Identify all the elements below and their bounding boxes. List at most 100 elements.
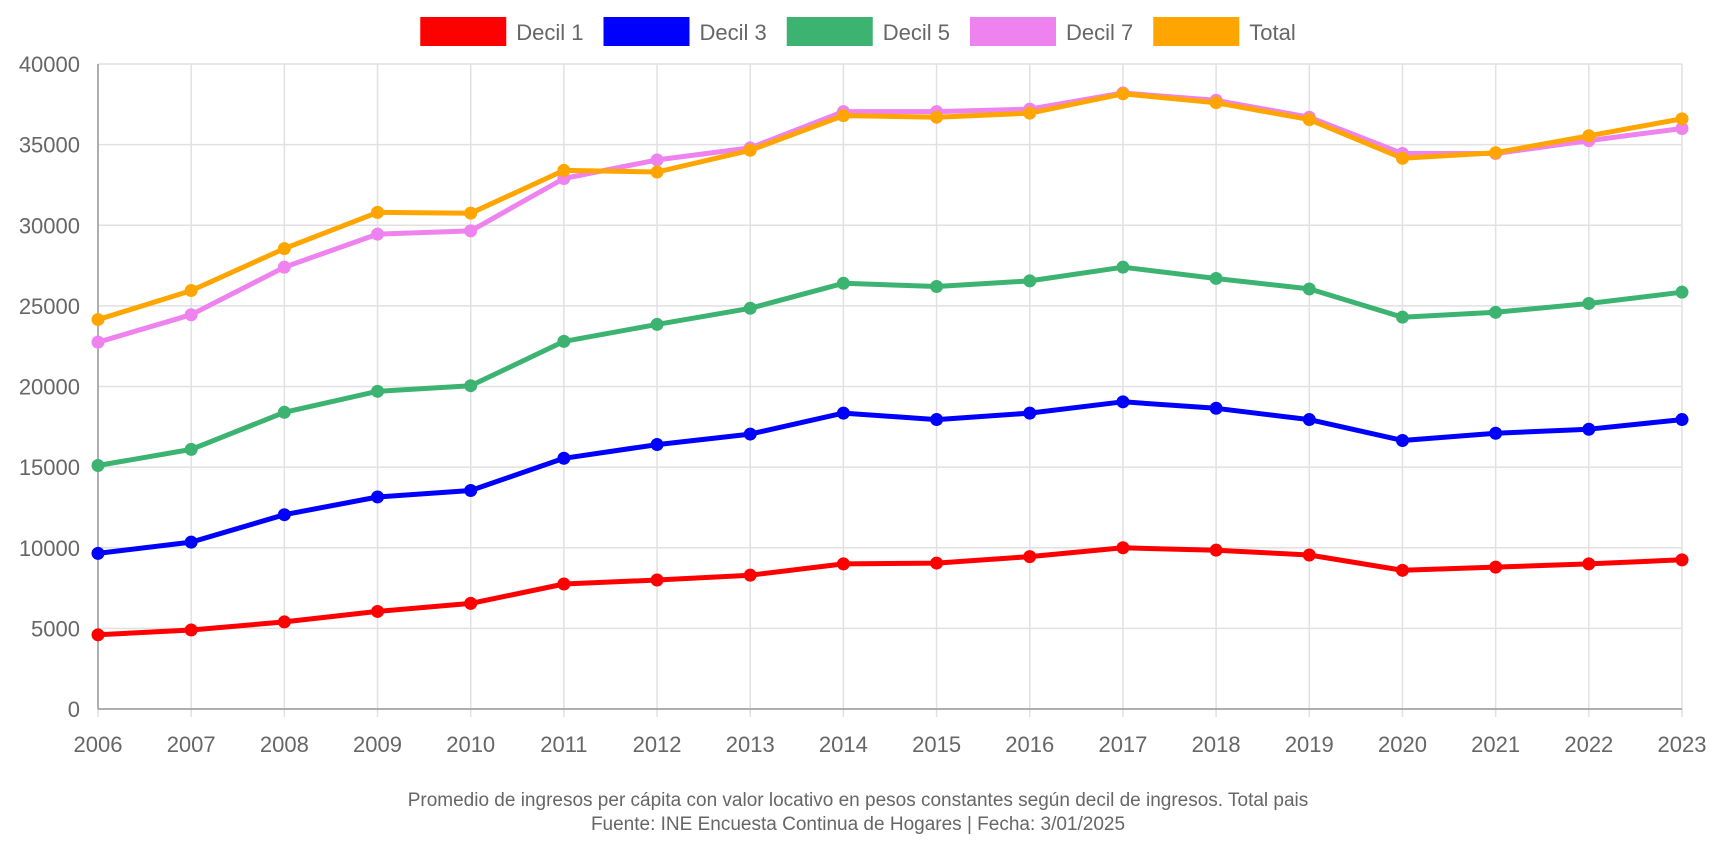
- data-point-decil-3[interactable]: [464, 484, 478, 498]
- data-point-decil-3[interactable]: [1023, 406, 1037, 420]
- data-point-decil-7[interactable]: [184, 308, 198, 322]
- data-point-decil-5[interactable]: [557, 334, 571, 348]
- data-point-decil-1[interactable]: [930, 556, 944, 570]
- data-point-decil-7[interactable]: [277, 260, 291, 274]
- data-point-decil-5[interactable]: [1395, 310, 1409, 324]
- data-point-decil-1[interactable]: [464, 596, 478, 610]
- data-point-decil-7[interactable]: [650, 153, 664, 167]
- series-decil-7: [91, 86, 1689, 349]
- data-point-total[interactable]: [371, 205, 385, 219]
- legend-swatch: [970, 17, 1057, 46]
- data-point-total[interactable]: [464, 206, 478, 220]
- legend[interactable]: Decil 1 Decil 3 Decil 5 Decil 7 Total: [420, 17, 1296, 46]
- data-point-decil-7[interactable]: [464, 224, 478, 238]
- data-point-total[interactable]: [930, 110, 944, 124]
- data-point-total[interactable]: [277, 242, 291, 256]
- data-point-decil-1[interactable]: [184, 623, 198, 637]
- data-point-decil-3[interactable]: [1582, 422, 1596, 436]
- data-point-decil-1[interactable]: [371, 604, 385, 618]
- series-total: [91, 87, 1689, 327]
- data-point-decil-3[interactable]: [91, 546, 105, 560]
- data-point-total[interactable]: [91, 313, 105, 327]
- data-point-decil-3[interactable]: [1116, 395, 1130, 409]
- data-point-decil-5[interactable]: [464, 379, 478, 393]
- x-tick-label: 2018: [1192, 732, 1241, 757]
- data-point-decil-3[interactable]: [1302, 413, 1316, 427]
- data-point-decil-3[interactable]: [557, 451, 571, 465]
- legend-swatch: [603, 17, 690, 46]
- legend-label: Decil 3: [700, 20, 767, 45]
- data-point-decil-1[interactable]: [557, 577, 571, 591]
- data-point-decil-5[interactable]: [277, 405, 291, 419]
- axes: 0 5000 10000 15000 20000 25000 30000 35000 40000…: [19, 52, 1707, 757]
- data-point-decil-5[interactable]: [371, 384, 385, 398]
- data-point-decil-3[interactable]: [743, 427, 757, 441]
- data-point-decil-1[interactable]: [836, 557, 850, 571]
- data-point-total[interactable]: [1209, 96, 1223, 110]
- x-tick-label: 2007: [167, 732, 216, 757]
- legend-label: Decil 7: [1066, 20, 1133, 45]
- legend-item-total[interactable]: Total: [1153, 17, 1296, 46]
- data-point-decil-3[interactable]: [1209, 401, 1223, 415]
- data-point-decil-7[interactable]: [371, 227, 385, 241]
- data-point-decil-1[interactable]: [1023, 550, 1037, 564]
- data-point-decil-3[interactable]: [1489, 426, 1503, 440]
- data-point-decil-3[interactable]: [930, 413, 944, 427]
- data-point-decil-5[interactable]: [743, 301, 757, 315]
- data-point-decil-3[interactable]: [184, 535, 198, 549]
- data-point-decil-3[interactable]: [650, 438, 664, 452]
- data-point-decil-3[interactable]: [1675, 413, 1689, 427]
- chart-caption: Promedio de ingresos per cápita con valo…: [407, 790, 1309, 811]
- y-tick-label: 35000: [19, 133, 80, 158]
- data-point-decil-5[interactable]: [1302, 282, 1316, 296]
- data-point-total[interactable]: [1489, 146, 1503, 160]
- legend-item-decil-5[interactable]: Decil 5: [786, 17, 950, 46]
- data-point-total[interactable]: [1675, 112, 1689, 126]
- data-point-decil-5[interactable]: [1209, 271, 1223, 285]
- data-point-total[interactable]: [836, 109, 850, 123]
- y-tick-label: 20000: [19, 375, 80, 400]
- data-point-decil-1[interactable]: [1302, 548, 1316, 562]
- data-point-total[interactable]: [1395, 151, 1409, 165]
- data-point-decil-1[interactable]: [1116, 541, 1130, 555]
- data-point-decil-3[interactable]: [371, 490, 385, 504]
- data-point-total[interactable]: [1302, 113, 1316, 127]
- data-point-decil-5[interactable]: [1582, 296, 1596, 310]
- data-point-decil-5[interactable]: [1675, 285, 1689, 299]
- data-point-total[interactable]: [1116, 87, 1130, 101]
- data-point-total[interactable]: [650, 165, 664, 179]
- data-point-total[interactable]: [1582, 129, 1596, 143]
- data-point-decil-7[interactable]: [1675, 122, 1689, 135]
- data-point-decil-5[interactable]: [650, 317, 664, 331]
- data-point-decil-3[interactable]: [277, 508, 291, 522]
- y-tick-label: 5000: [31, 616, 80, 641]
- data-point-total[interactable]: [184, 284, 198, 298]
- y-tick-label: 0: [68, 697, 80, 722]
- data-point-decil-1[interactable]: [1489, 560, 1503, 574]
- data-point-decil-1[interactable]: [277, 615, 291, 629]
- legend-item-decil-1[interactable]: Decil 1: [420, 17, 584, 46]
- data-point-decil-5[interactable]: [1116, 260, 1130, 274]
- data-point-decil-1[interactable]: [743, 568, 757, 582]
- data-point-decil-1[interactable]: [1582, 557, 1596, 571]
- data-point-decil-5[interactable]: [1489, 305, 1503, 319]
- data-point-decil-1[interactable]: [1395, 563, 1409, 577]
- data-point-decil-5[interactable]: [91, 459, 105, 473]
- legend-item-decil-3[interactable]: Decil 3: [603, 17, 767, 46]
- data-point-decil-3[interactable]: [1395, 434, 1409, 448]
- data-point-decil-3[interactable]: [836, 406, 850, 420]
- data-point-decil-1[interactable]: [650, 573, 664, 587]
- data-point-decil-1[interactable]: [1209, 543, 1223, 557]
- legend-item-decil-7[interactable]: Decil 7: [970, 17, 1133, 46]
- data-point-decil-1[interactable]: [1675, 553, 1689, 567]
- data-point-decil-7[interactable]: [91, 335, 105, 349]
- data-point-decil-1[interactable]: [91, 628, 105, 642]
- data-point-total[interactable]: [743, 143, 757, 157]
- data-point-decil-5[interactable]: [1023, 274, 1037, 288]
- data-point-total[interactable]: [1023, 106, 1037, 120]
- data-point-decil-5[interactable]: [930, 280, 944, 294]
- data-point-total[interactable]: [557, 163, 571, 177]
- data-point-decil-5[interactable]: [184, 442, 198, 456]
- x-tick-label: 2021: [1471, 732, 1520, 757]
- data-point-decil-5[interactable]: [836, 276, 850, 290]
